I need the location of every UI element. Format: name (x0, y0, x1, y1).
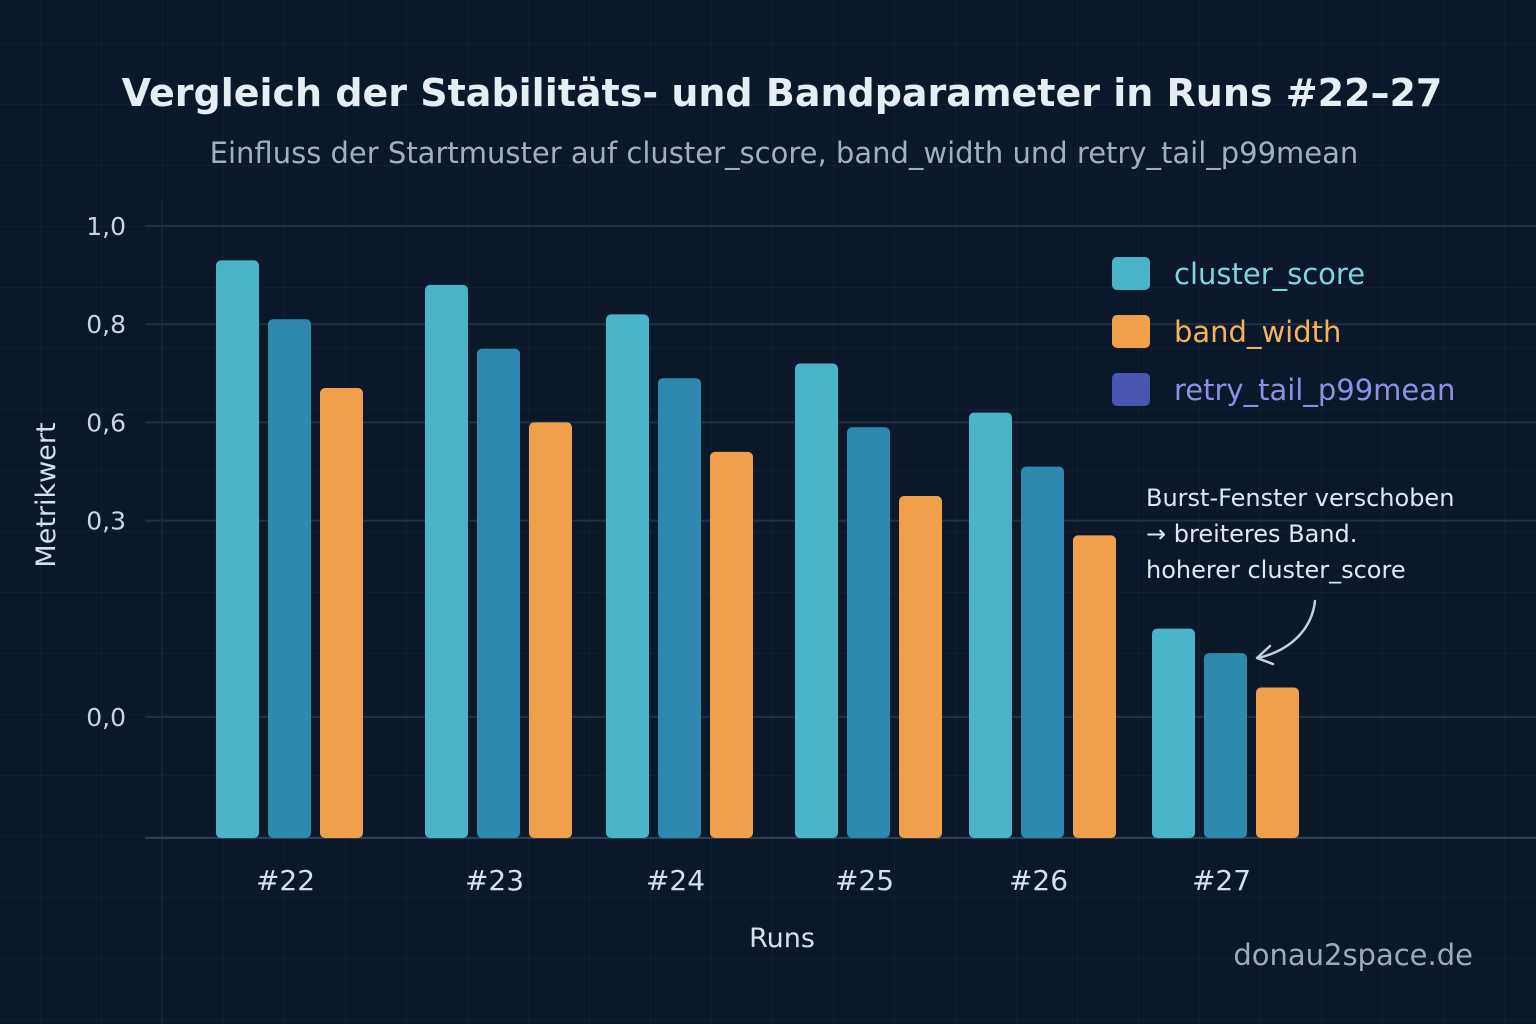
bar-retry-tail-p99mean-run-22 (268, 319, 311, 838)
legend: cluster_score band_width retry_tail_p99mea… (1112, 257, 1455, 407)
bar-cluster-score-run-25 (795, 363, 838, 838)
bar-cluster-score-run-24 (606, 314, 649, 838)
annotation-line-1: Burst-Fenster verschoben (1146, 484, 1454, 512)
watermark: donau2space.de (1233, 938, 1473, 972)
y-tick-label: 0,8 (86, 310, 126, 339)
x-tick-label: #24 (646, 864, 705, 897)
x-axis-ticks: #22 #23 #24 #25 #26 #27 (256, 864, 1251, 897)
chart-subtitle: Einfluss der Startmuster auf cluster_sco… (210, 136, 1359, 170)
x-tick-label: #25 (835, 864, 894, 897)
bars (216, 260, 1299, 838)
y-tick-label: 1,0 (86, 212, 126, 241)
annotation-line-3: hoherer cluster_score (1146, 556, 1406, 584)
x-tick-label: #26 (1009, 864, 1068, 897)
bar-band-width-run-27 (1256, 687, 1299, 838)
bar-band-width-run-24 (710, 451, 753, 838)
bar-cluster-score-run-27 (1152, 628, 1195, 838)
annotation-line-2: → breiteres Band. (1146, 520, 1357, 548)
gridlines (145, 200, 1536, 1024)
bar-band-width-run-25 (899, 496, 942, 838)
x-tick-label: #22 (256, 864, 315, 897)
legend-swatch (1112, 257, 1150, 290)
annotation: Burst-Fenster verschoben → breiteres Ban… (1146, 484, 1454, 666)
bar-cluster-score-run-23 (425, 284, 468, 838)
annotation-arrowhead-icon (1255, 644, 1275, 666)
x-axis-label: Runs (749, 923, 815, 954)
y-tick-label: 0,0 (86, 703, 126, 732)
bar-band-width-run-26 (1073, 535, 1116, 838)
bar-cluster-score-run-22 (216, 260, 259, 838)
chart-title: Vergleich der Stabilitäts- und Bandparam… (122, 71, 1443, 115)
y-axis-label: Metrikwert (31, 422, 62, 567)
legend-swatch (1112, 373, 1150, 406)
y-tick-label: 0,6 (86, 408, 126, 437)
legend-label: cluster_score (1174, 257, 1365, 291)
bar-band-width-run-22 (320, 388, 363, 838)
bar-band-width-run-23 (529, 422, 572, 838)
bar-retry-tail-p99mean-run-24 (658, 378, 701, 838)
bar-retry-tail-p99mean-run-23 (477, 348, 520, 838)
legend-swatch (1112, 315, 1150, 348)
bar-retry-tail-p99mean-run-25 (847, 427, 890, 838)
x-tick-label: #27 (1192, 864, 1251, 897)
bar-retry-tail-p99mean-run-27 (1204, 653, 1247, 838)
legend-label: retry_tail_p99mean (1174, 373, 1455, 407)
legend-label: band_width (1174, 315, 1341, 349)
y-axis-ticks: 1,0 0,8 0,6 0,3 0,0 (86, 212, 126, 732)
bar-cluster-score-run-26 (969, 412, 1012, 838)
annotation-arrow-icon (1256, 599, 1317, 660)
x-tick-label: #23 (465, 864, 524, 897)
bar-retry-tail-p99mean-run-26 (1021, 466, 1064, 838)
y-tick-label: 0,3 (86, 507, 126, 536)
